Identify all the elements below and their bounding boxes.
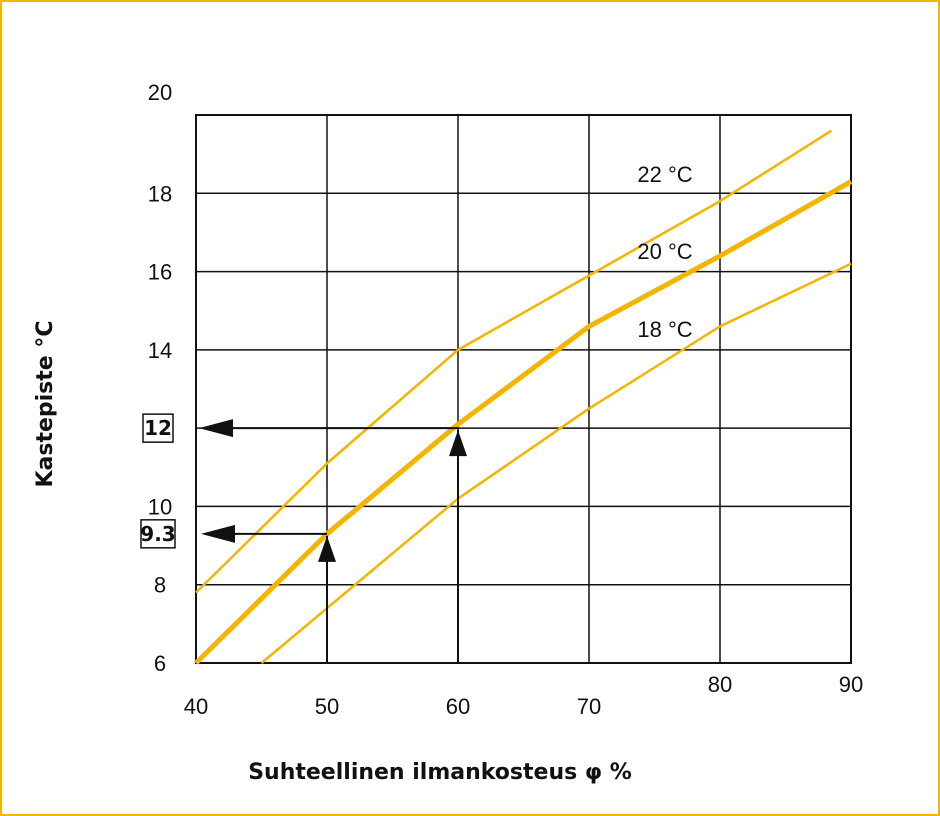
series-line-2 (194, 179, 853, 665)
y-tick-label: 14 (148, 338, 172, 363)
annotation-arrowhead-left (199, 419, 233, 438)
y-tick-label: 10 (148, 494, 172, 519)
annotation-arrowhead-left (201, 524, 235, 543)
y-tick-label: 16 (148, 260, 172, 285)
curves: 22 °C 20 °C 18 °C (194, 129, 853, 665)
annotation-label-box (140, 519, 176, 549)
annotation-label-box (142, 413, 174, 443)
series-label: 22 °C (637, 162, 692, 187)
annotation-label: 12 (144, 416, 172, 440)
x-tick-label: 80 (708, 672, 732, 697)
x-tick-label: 90 (839, 672, 863, 697)
y-ticks: 6 8 10 14 16 18 20 (148, 80, 172, 676)
x-axis-label: Suhteellinen ilmankosteus φ % (248, 760, 632, 785)
x-tick-label: 50 (315, 694, 339, 719)
annotation-label: 9.3 (140, 522, 175, 546)
x-ticks: 40 50 60 70 80 90 (184, 672, 863, 719)
annotation-arrowhead-up (318, 535, 336, 562)
x-tick-label: 70 (577, 694, 601, 719)
y-tick-label: 8 (154, 573, 166, 598)
series-label: 20 °C (637, 239, 692, 264)
series-line-1 (195, 129, 833, 594)
series-line-3 (260, 262, 852, 664)
y-tick-label: 20 (148, 80, 172, 105)
y-axis-label: Kastepiste °C (33, 320, 58, 487)
x-tick-label: 60 (446, 694, 470, 719)
arrows: 129.3 (140, 413, 467, 663)
plot-border (195, 114, 852, 664)
labels: Suhteellinen ilmankosteus φ % Kastepiste… (33, 320, 632, 785)
grid (195, 114, 852, 664)
y-tick-label: 6 (154, 651, 166, 676)
x-tick-label: 40 (184, 694, 208, 719)
y-tick-label: 18 (148, 181, 172, 206)
series-label: 18 °C (637, 317, 692, 342)
annotation-arrowhead-up (449, 430, 467, 457)
